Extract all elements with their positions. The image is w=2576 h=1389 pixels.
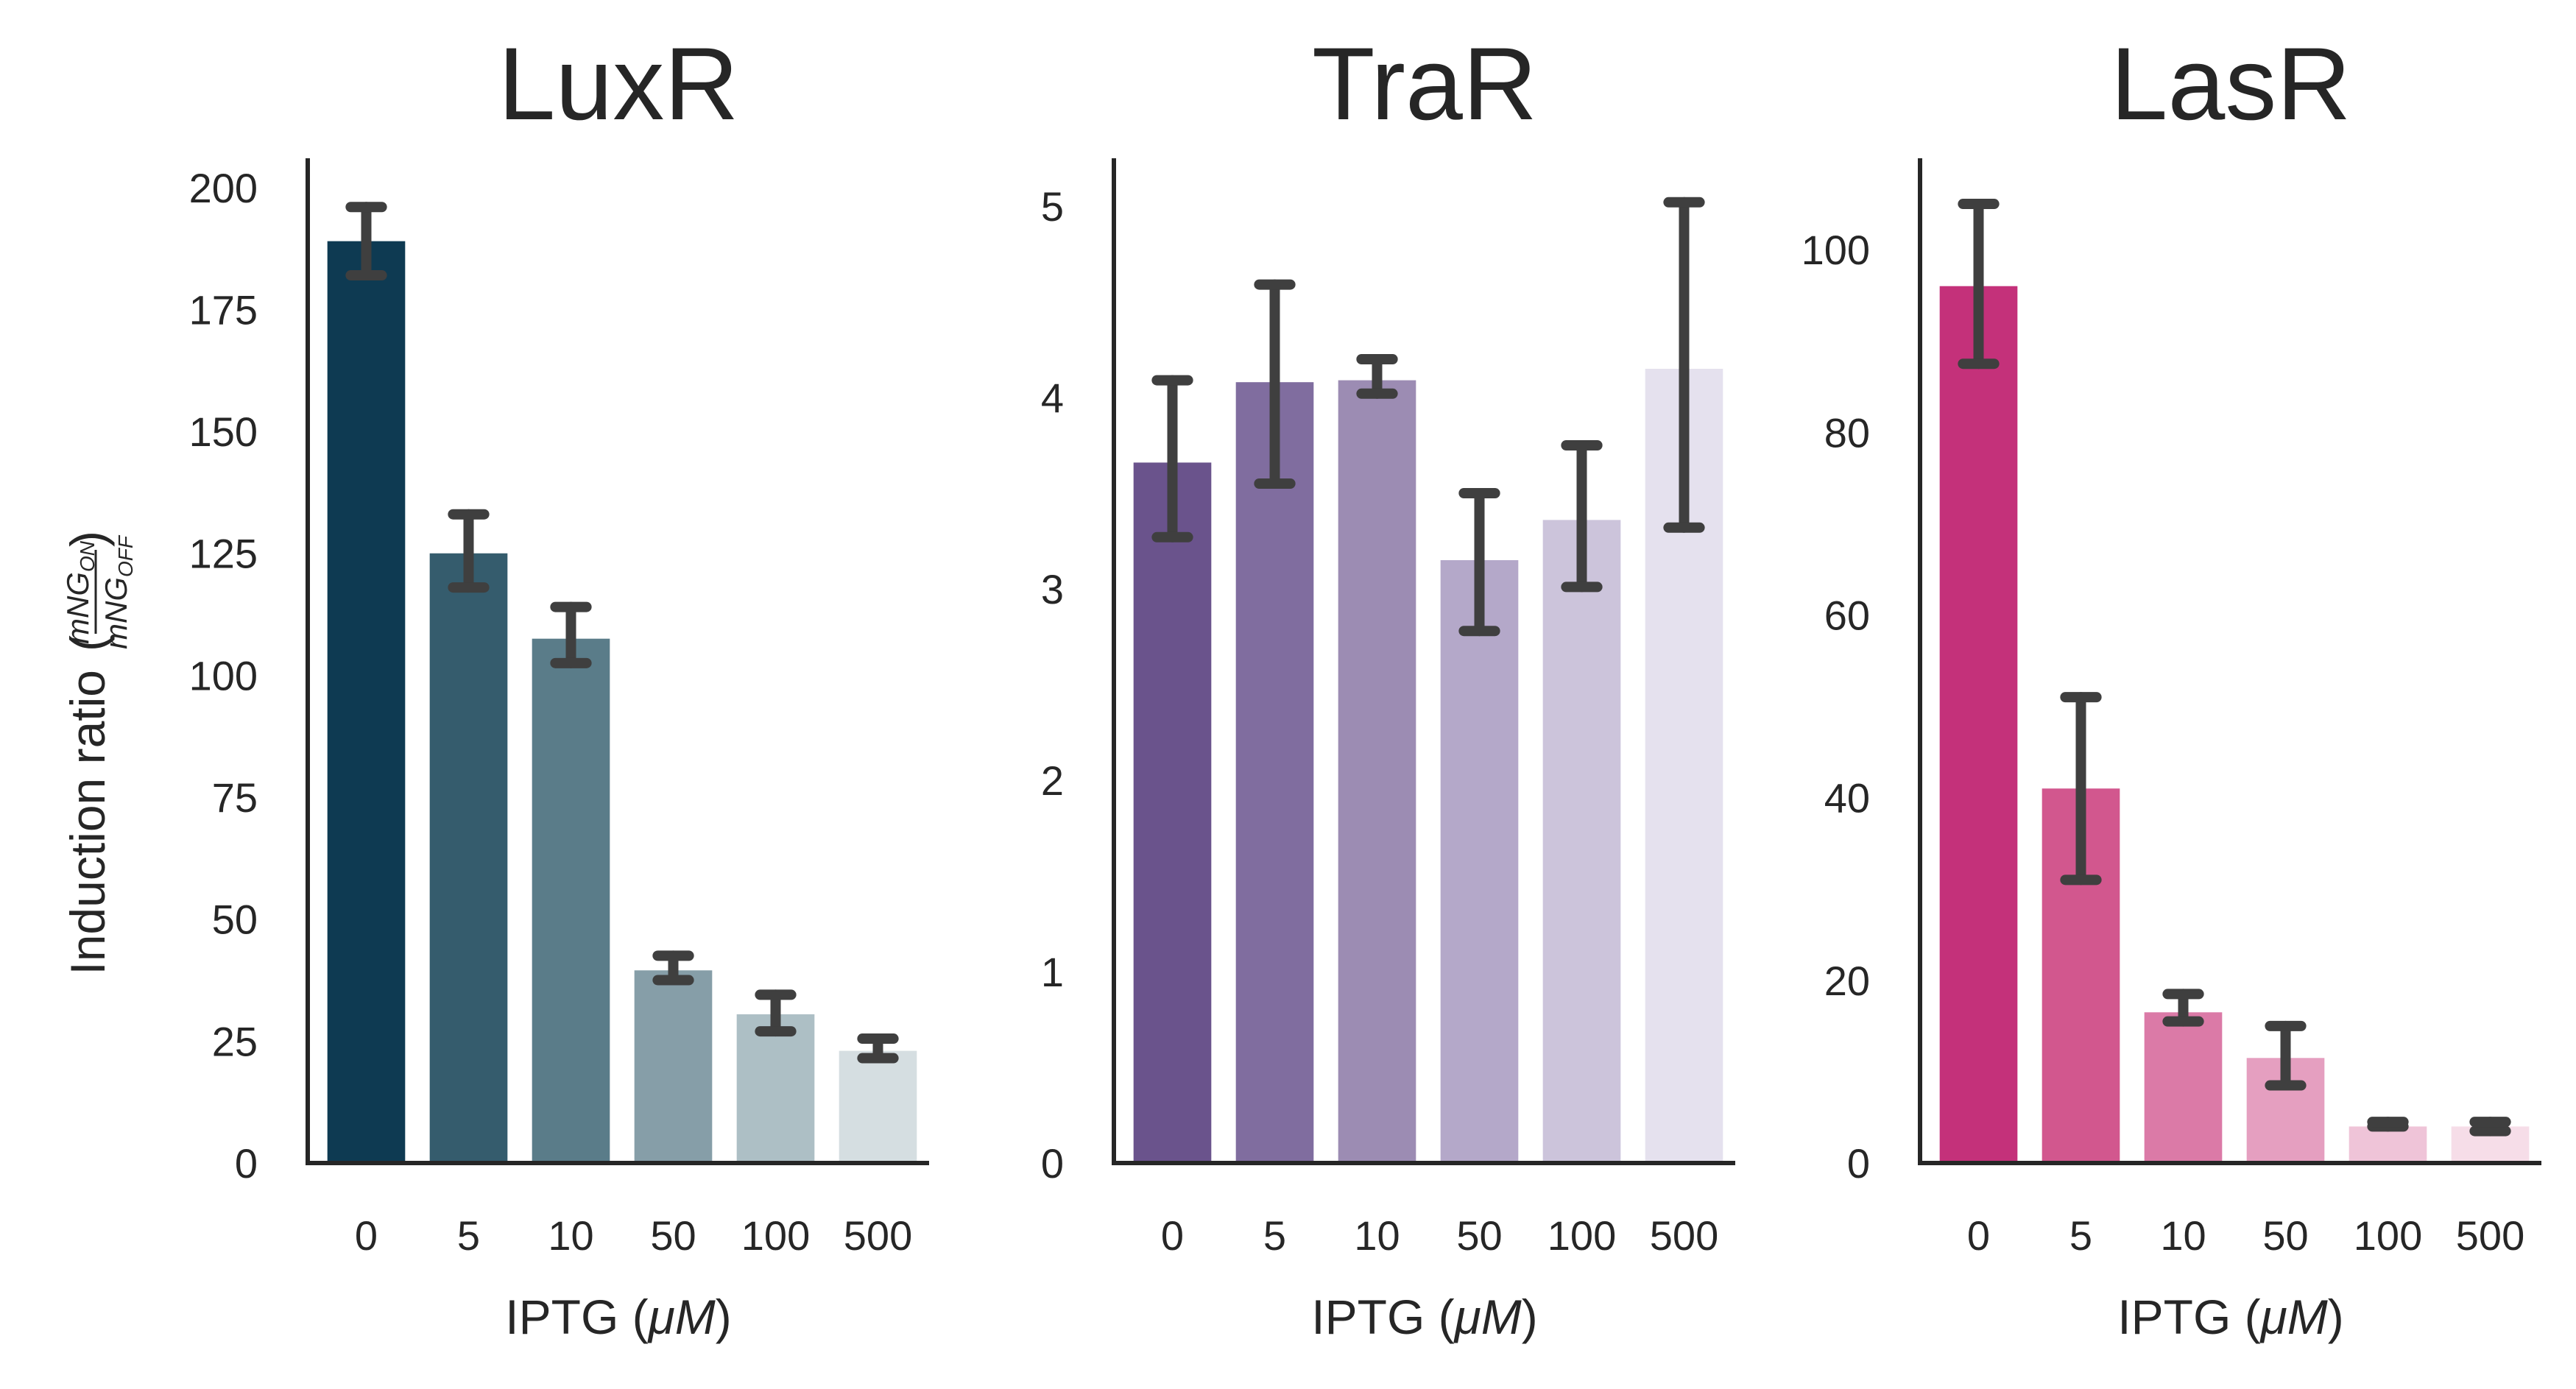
bar-50: [1440, 560, 1519, 1163]
y-tick-label: 200: [189, 165, 258, 211]
y-tick-label: 25: [212, 1018, 258, 1064]
error-bar-50: [2265, 1020, 2307, 1091]
y-axis-label: Induction ratio ( mNGON mNGOFF ): [60, 531, 137, 975]
y-tick-label: 2: [1041, 757, 1064, 804]
x-tick-label: 5: [2069, 1212, 2092, 1259]
y-axis-fraction-denominator: mNGOFF: [99, 534, 137, 649]
panel-title: LasR: [2111, 26, 2351, 141]
error-bar-0: [345, 202, 387, 281]
panel-title: TraR: [1312, 26, 1537, 141]
error-bar-100: [755, 989, 797, 1037]
error-bar-50: [1458, 488, 1500, 637]
bar-50: [634, 970, 713, 1163]
y-tick-label: 20: [1824, 958, 1870, 1004]
y-tick-label: 150: [189, 409, 258, 455]
bar-10: [532, 638, 610, 1163]
y-axis-label-text: Induction ratio: [60, 670, 115, 975]
x-tick-label: 0: [1967, 1212, 1990, 1259]
panel-title: LuxR: [498, 26, 739, 141]
bar-100: [1542, 520, 1621, 1163]
y-tick-label: 0: [1041, 1140, 1064, 1187]
error-bar-0: [1958, 199, 2000, 370]
bar-10: [2144, 1012, 2223, 1163]
x-tick-label: 50: [1456, 1212, 1502, 1259]
y-tick-label: 0: [1847, 1140, 1870, 1187]
error-bar-0: [1151, 375, 1193, 542]
bar-100: [736, 1014, 815, 1163]
x-tick-label: 500: [2456, 1212, 2524, 1259]
x-tick-label: 5: [457, 1212, 480, 1259]
bar-0: [1939, 286, 2018, 1163]
panel-luxr: LuxR Induction ratio ( mNGON mNGOFF ) IP…: [60, 26, 929, 1344]
error-bar-5: [2060, 692, 2102, 886]
x-tick-label: 10: [1354, 1212, 1400, 1259]
x-tick-label: 0: [1161, 1212, 1184, 1259]
error-bar-100: [1561, 440, 1603, 593]
bar-100: [2349, 1126, 2427, 1163]
error-bar-5: [448, 509, 490, 593]
error-bar-500: [857, 1033, 899, 1064]
y-axis-fraction: mNGON mNGOFF: [60, 534, 137, 649]
y-tick-label: 40: [1824, 775, 1870, 821]
x-tick-label: 100: [1548, 1212, 1616, 1259]
y-tick-label: 3: [1041, 566, 1064, 612]
error-bar-10: [550, 601, 592, 668]
x-tick-label: 50: [650, 1212, 696, 1259]
y-tick-label: 60: [1824, 592, 1870, 638]
error-bar-500: [2469, 1117, 2511, 1137]
error-bar-10: [2162, 989, 2204, 1027]
bar-500: [839, 1050, 917, 1163]
y-tick-label: 5: [1041, 183, 1064, 230]
bar-10: [1338, 380, 1416, 1163]
error-bar-5: [1254, 279, 1296, 489]
x-tick-label: 50: [2262, 1212, 2308, 1259]
y-tick-label: 125: [189, 531, 258, 577]
x-tick-label: 500: [1650, 1212, 1718, 1259]
y-tick-label: 75: [212, 774, 258, 821]
error-bar-100: [2367, 1117, 2409, 1132]
bar-0: [1133, 462, 1212, 1163]
x-tick-label: 0: [355, 1212, 378, 1259]
y-tick-label: 1: [1041, 949, 1064, 995]
x-axis-label: IPTG (μM): [505, 1290, 731, 1344]
y-tick-label: 175: [189, 286, 258, 333]
x-tick-label: 100: [741, 1212, 810, 1259]
y-tick-label: 0: [235, 1140, 258, 1187]
bar-5: [1235, 382, 1314, 1164]
panel-lasr: LasR IPTG (μM) 0 20 40 60 80 100 0 5 10 50 100 500: [1802, 26, 2541, 1344]
x-tick-label: 100: [2354, 1212, 2422, 1259]
y-axis-label-paren-open: (: [60, 635, 115, 651]
bar-5: [429, 553, 508, 1163]
x-tick-label: 10: [2160, 1212, 2206, 1259]
x-axis-label: IPTG (μM): [1311, 1290, 1537, 1344]
x-tick-label: 5: [1263, 1212, 1286, 1259]
error-bar-10: [1356, 354, 1398, 399]
y-tick-label: 100: [1802, 227, 1870, 273]
x-tick-label: 10: [548, 1212, 593, 1259]
y-tick-label: 80: [1824, 409, 1870, 456]
y-tick-label: 100: [189, 652, 258, 699]
y-axis-fraction-numerator: mNGON: [60, 540, 99, 644]
error-bar-500: [1663, 197, 1705, 533]
bar-0: [327, 241, 406, 1163]
error-bar-50: [652, 950, 694, 986]
x-axis-label: IPTG (μM): [2117, 1290, 2343, 1344]
y-tick-label: 50: [212, 897, 258, 943]
y-axis-label-paren-close: ): [60, 531, 115, 547]
y-tick-label: 4: [1041, 375, 1064, 421]
x-tick-label: 500: [844, 1212, 912, 1259]
